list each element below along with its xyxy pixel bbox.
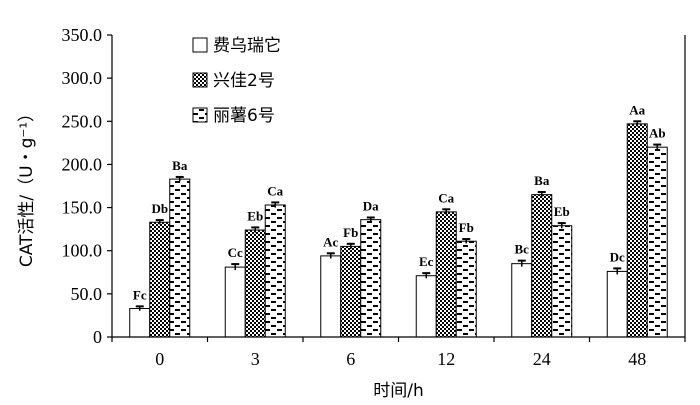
data-label: Ac: [323, 234, 338, 249]
y-tick-label: 100.0: [62, 241, 103, 261]
y-tick-label: 200.0: [62, 154, 103, 174]
bar-费乌瑞它-24: [511, 263, 533, 338]
data-label: Ca: [267, 183, 283, 198]
bar-兴佳2号-48: [626, 123, 648, 338]
error-bar: [366, 216, 375, 222]
data-label: Fb: [459, 220, 474, 235]
legend-swatch: [192, 37, 208, 53]
error-bar: [346, 242, 355, 249]
x-tick-label: 48: [628, 349, 646, 369]
plot-area: Fc Cc Ac Ec Bc Dc Db Eb Fb Ca Ba Aa Ba Ca Da Fb Eb Ab: [129, 102, 668, 338]
y-tick-label: 300.0: [62, 68, 103, 88]
data-label: Ab: [649, 126, 666, 141]
data-label: Ec: [419, 254, 434, 269]
data-label: Eb: [554, 204, 570, 219]
y-tick-label: 150.0: [62, 198, 103, 218]
bar-费乌瑞它-0: [129, 308, 151, 338]
data-label: Dc: [610, 249, 625, 264]
error-bar: [175, 175, 184, 182]
x-axis-title: 时间/h: [373, 381, 424, 401]
error-bar: [422, 272, 431, 279]
error-bar: [653, 143, 662, 150]
legend-label: 兴佳2号: [213, 71, 275, 91]
bar-兴佳2号-6: [340, 245, 362, 338]
y-tick-label: 350.0: [62, 25, 103, 45]
legend-item: 兴佳2号: [192, 71, 275, 91]
legend-label: 费乌瑞它: [213, 36, 281, 56]
error-bar: [135, 305, 144, 311]
bar-丽薯6号-24: [551, 225, 573, 338]
data-label: Ba: [172, 158, 188, 173]
error-bar: [517, 259, 526, 267]
x-tick-label: 12: [437, 349, 455, 369]
error-bar: [537, 191, 546, 198]
data-label: Fb: [343, 225, 358, 240]
bar-兴佳2号-0: [149, 221, 171, 338]
error-bar: [251, 226, 260, 233]
error-bar: [442, 208, 451, 215]
error-bar: [271, 201, 280, 208]
bar-费乌瑞它-12: [415, 275, 437, 338]
x-tick-label: 24: [533, 349, 551, 369]
legend-item: 丽薯6号: [192, 106, 275, 126]
error-bar: [155, 219, 164, 225]
error-bar: [557, 222, 566, 229]
error-bar: [613, 267, 622, 275]
legend-swatch: [192, 107, 208, 123]
data-label: Ba: [534, 173, 550, 188]
x-tick-label: 3: [251, 349, 260, 369]
error-bar: [231, 263, 240, 271]
error-bar: [462, 238, 471, 244]
error-bar: [633, 120, 642, 127]
bar-丽薯6号-0: [169, 178, 191, 338]
data-label: Cc: [228, 245, 243, 260]
axes: 0 50.0 100.0 150.0 200.0 250.0 300.0 350.0 0 3 6 12…: [62, 25, 686, 369]
bar-费乌瑞它-48: [606, 270, 628, 338]
bar-丽薯6号-12: [455, 240, 477, 338]
legend-label: 丽薯6号: [213, 106, 275, 126]
bar-费乌瑞它-6: [320, 255, 342, 338]
error-bar: [326, 252, 335, 259]
bar-兴佳2号-12: [435, 211, 457, 338]
legend-swatch: [192, 72, 208, 88]
legend-item: 费乌瑞它: [192, 36, 281, 56]
data-label: Eb: [247, 208, 263, 223]
y-tick-label: 50.0: [71, 284, 103, 304]
x-tick-label: 0: [155, 349, 164, 369]
bar-兴佳2号-24: [531, 194, 553, 338]
bar-费乌瑞它-3: [224, 266, 246, 338]
data-label: Fc: [133, 287, 147, 302]
data-label: Bc: [515, 242, 530, 257]
bar-丽薯6号-3: [264, 204, 286, 338]
data-label: Ca: [438, 190, 454, 205]
y-axis-title: CAT活性/（U・g⁻¹）: [17, 105, 37, 267]
data-label: Da: [363, 198, 379, 213]
data-label: Db: [151, 201, 168, 216]
y-tick-label: 250.0: [62, 111, 103, 131]
bar-丽薯6号-6: [360, 219, 382, 338]
bar-丽薯6号-48: [646, 146, 668, 338]
bar-兴佳2号-3: [244, 229, 266, 338]
data-label: Aa: [629, 102, 645, 117]
x-tick-label: 6: [346, 349, 355, 369]
y-tick-label: 0: [93, 327, 102, 347]
